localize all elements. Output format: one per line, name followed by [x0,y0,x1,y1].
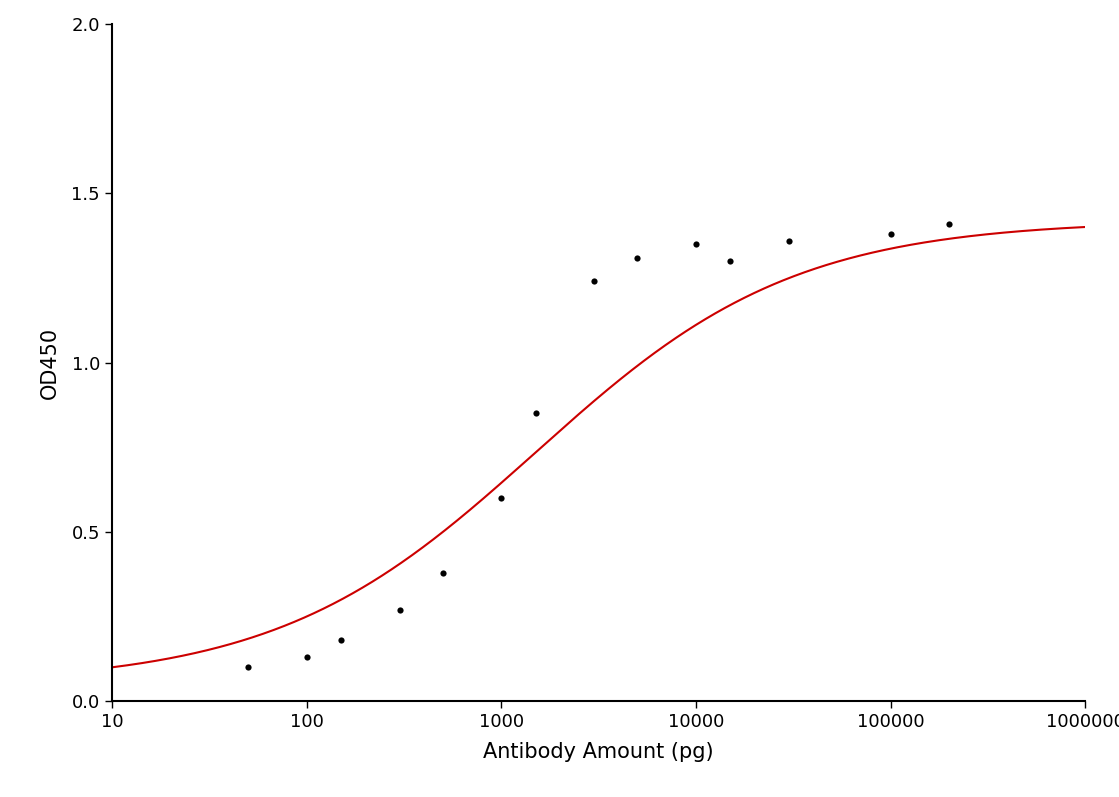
Point [434,566,452,579]
Point [391,603,408,616]
Y-axis label: OD450: OD450 [40,327,60,398]
Point [687,238,705,250]
Point [332,634,350,647]
Point [722,255,740,268]
Point [239,662,257,674]
Point [629,251,647,264]
Point [298,651,316,664]
Point [527,407,545,420]
Point [585,275,603,288]
Point [492,492,510,505]
Point [940,218,958,230]
Point [882,228,900,241]
Point [780,234,798,247]
X-axis label: Antibody Amount (pg): Antibody Amount (pg) [483,742,714,762]
